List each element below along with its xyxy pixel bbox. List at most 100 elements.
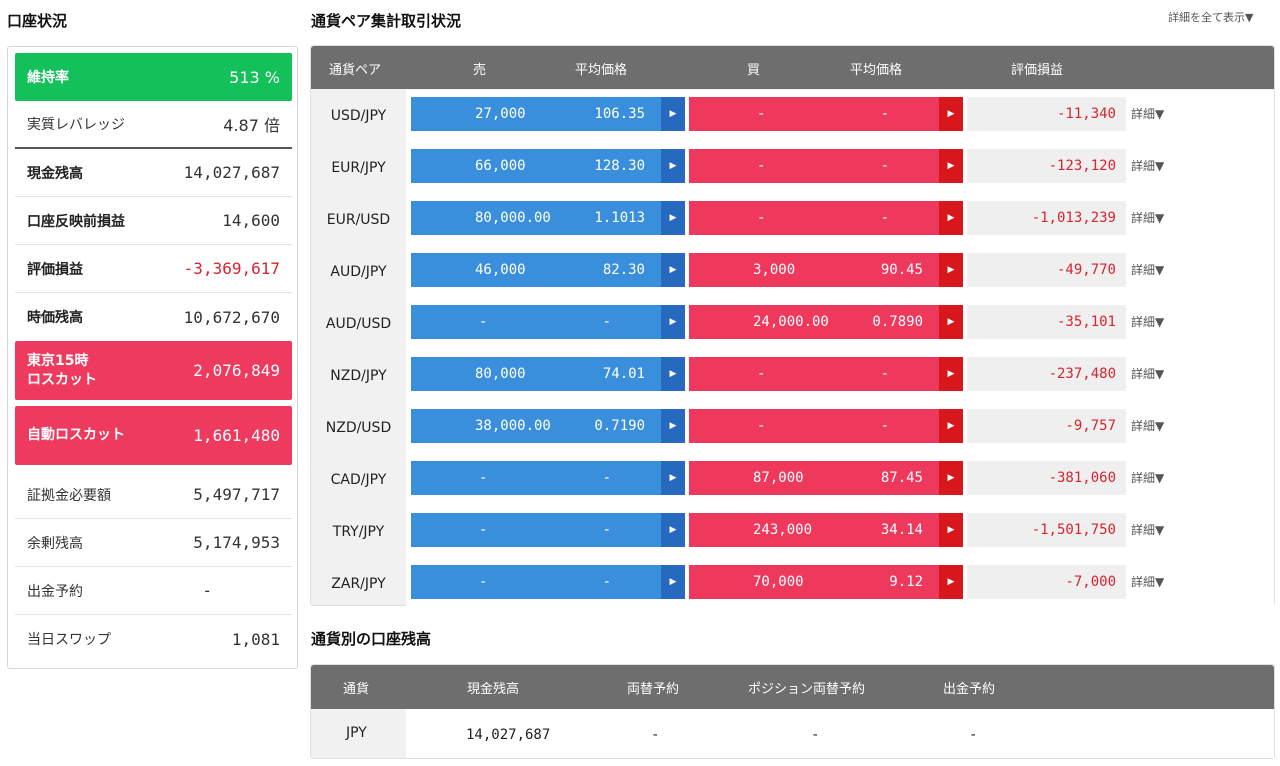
buy-avg-price: - [880, 366, 889, 382]
buy-avg-price: - [880, 210, 889, 226]
pair-row: ZAR/JPY - - ▶ 70,000 9.12 ▶ -7,000 詳細▼ [311, 558, 1274, 610]
sell-arrow-icon[interactable]: ▶ [661, 149, 685, 183]
buy-arrow-icon[interactable]: ▶ [939, 565, 963, 599]
pair-table-header: 通貨ペア 売 平均価格 買 平均価格 評価損益 [311, 46, 1274, 89]
valuation-pl: -1,501,750 [967, 513, 1126, 547]
detail-link[interactable]: 詳細▼ [1131, 575, 1165, 589]
currency-cash: 14,027,687 [466, 727, 551, 743]
valuation-pl: -49,770 [967, 253, 1126, 287]
sell-arrow-icon[interactable]: ▶ [661, 513, 685, 547]
sell-bar: 80,000 74.01 ▶ [411, 357, 685, 391]
currency-table-header: 通貨 現金残高 両替予約 ポジション両替予約 出金予約 [311, 665, 1274, 709]
sell-bar: - - ▶ [411, 305, 685, 339]
sell-arrow-icon[interactable]: ▶ [661, 97, 685, 131]
buy-amount: - [757, 366, 766, 382]
maintenance-rate-label: 維持率 [27, 70, 69, 86]
pair-name: EUR/JPY [331, 160, 386, 176]
detail-link[interactable]: 詳細▼ [1131, 367, 1165, 381]
buy-avg-price: 34.14 [880, 522, 923, 538]
header-withdraw: 出金予約 [943, 682, 996, 697]
required-margin-value: 5,497,717 [193, 485, 280, 504]
sell-avg-price: - [602, 574, 611, 590]
withdraw-reservation-label: 出金予約 [27, 583, 83, 600]
sell-arrow-icon[interactable]: ▶ [661, 357, 685, 391]
pair-name: AUD/USD [325, 316, 392, 332]
buy-avg-price: 87.45 [880, 470, 923, 486]
sell-arrow-icon[interactable]: ▶ [661, 461, 685, 495]
detail-link[interactable]: 詳細▼ [1131, 471, 1165, 485]
sell-bar: - - ▶ [411, 565, 685, 599]
buy-arrow-icon[interactable]: ▶ [939, 461, 963, 495]
sell-amount: - [479, 522, 488, 538]
currency-position-exchange: - [811, 727, 820, 743]
buy-arrow-icon[interactable]: ▶ [939, 409, 963, 443]
sell-arrow-icon[interactable]: ▶ [661, 565, 685, 599]
sell-arrow-icon[interactable]: ▶ [661, 409, 685, 443]
buy-arrow-icon[interactable]: ▶ [939, 513, 963, 547]
buy-avg-price: - [880, 158, 889, 174]
buy-arrow-icon[interactable]: ▶ [939, 97, 963, 131]
sell-avg-price: - [602, 470, 611, 486]
buy-arrow-icon[interactable]: ▶ [939, 357, 963, 391]
buy-bar: - - ▶ [689, 409, 963, 443]
buy-arrow-icon[interactable]: ▶ [939, 305, 963, 339]
detail-link[interactable]: 詳細▼ [1131, 107, 1165, 121]
header-exchange: 両替予約 [627, 682, 680, 697]
pair-row: TRY/JPY - - ▶ 243,000 34.14 ▶ -1,501,750 詳細▼ [311, 506, 1274, 558]
maintenance-rate-row: 維持率 513 % [15, 53, 292, 101]
auto-losscut-label: 自動ロスカット [27, 427, 125, 443]
valuation-pl: -35,101 [967, 305, 1126, 339]
pair-row: EUR/USD 80,000.00 1.1013 ▶ - - ▶ -1,013,239 詳細▼ [311, 194, 1274, 246]
buy-arrow-icon[interactable]: ▶ [939, 253, 963, 287]
buy-arrow-icon[interactable]: ▶ [939, 201, 963, 235]
pair-name: USD/JPY [330, 108, 387, 124]
sell-amount: 66,000 [475, 158, 526, 174]
buy-bar: 24,000.00 0.7890 ▶ [689, 305, 963, 339]
buy-bar: 243,000 34.14 ▶ [689, 513, 963, 547]
detail-link[interactable]: 詳細▼ [1131, 523, 1165, 537]
buy-avg-price: 9.12 [889, 574, 923, 590]
buy-bar: 70,000 9.12 ▶ [689, 565, 963, 599]
sell-arrow-icon[interactable]: ▶ [661, 253, 685, 287]
required-margin-row: 証拠金必要額 5,497,717 [15, 471, 292, 519]
detail-link[interactable]: 詳細▼ [1131, 159, 1165, 173]
daily-swap-label: 当日スワップ [27, 632, 111, 648]
withdraw-reservation-value: - [202, 581, 212, 600]
buy-avg-price: 0.7890 [872, 314, 923, 330]
expand-all-link[interactable]: 詳細を全て表示▼ [1168, 11, 1254, 24]
detail-link[interactable]: 詳細▼ [1131, 263, 1165, 277]
buy-amount: - [757, 418, 766, 434]
sell-amount: 80,000 [475, 366, 526, 382]
sell-amount: 80,000.00 [475, 210, 551, 226]
unrealized-before-row: 口座反映前損益 14,600 [15, 197, 292, 245]
valuation-pl: -123,120 [967, 149, 1126, 183]
sell-avg-price: 0.7190 [594, 418, 645, 434]
daily-swap-value: 1,081 [231, 629, 280, 649]
sell-bar: 80,000.00 1.1013 ▶ [411, 201, 685, 235]
unrealized-before-label: 口座反映前損益 [27, 213, 125, 230]
sell-arrow-icon[interactable]: ▶ [661, 305, 685, 339]
buy-amount: - [757, 106, 766, 122]
valuation-pl: -7,000 [967, 565, 1126, 599]
market-value-row: 時価残高 10,672,670 [15, 293, 292, 341]
pair-name: NZD/JPY [330, 368, 387, 384]
buy-arrow-icon[interactable]: ▶ [939, 149, 963, 183]
detail-link[interactable]: 詳細▼ [1131, 211, 1165, 225]
buy-bar: - - ▶ [689, 149, 963, 183]
currency-code: JPY [346, 725, 367, 741]
pairs-title: 通貨ペア集計取引状況 [311, 12, 462, 30]
surplus-balance-row: 余剰残高 5,174,953 [15, 519, 292, 567]
sell-arrow-icon[interactable]: ▶ [661, 201, 685, 235]
sell-amount: 46,000 [475, 262, 526, 278]
buy-avg-price: 90.45 [880, 262, 923, 278]
detail-link[interactable]: 詳細▼ [1131, 419, 1165, 433]
pair-row: CAD/JPY - - ▶ 87,000 87.45 ▶ -381,060 詳細▼ [311, 454, 1274, 506]
currency-exchange: - [651, 727, 660, 743]
currency-balance-title: 通貨別の口座残高 [311, 630, 432, 648]
detail-link[interactable]: 詳細▼ [1131, 315, 1165, 329]
buy-amount: - [757, 210, 766, 226]
leverage-label: 実質レバレッジ [27, 117, 125, 133]
tokyo-losscut-label: 東京15時 ロスカット [27, 352, 97, 390]
pair-name: TRY/JPY [332, 524, 385, 540]
cash-balance-value: 14,027,687 [183, 163, 280, 182]
